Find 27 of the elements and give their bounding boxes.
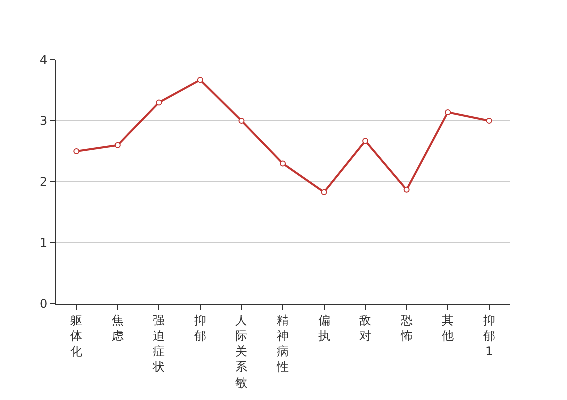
x-tick-label: 其他 <box>442 313 454 343</box>
y-tick-label: 0 <box>40 297 48 312</box>
point <box>486 118 492 124</box>
x-tick-label: 精神病性 <box>276 313 289 374</box>
point <box>156 100 162 106</box>
x-tick-label: 偏执 <box>318 313 330 343</box>
point <box>197 77 204 84</box>
point <box>74 148 80 154</box>
x-tick-label: 抑郁1 <box>483 313 496 359</box>
y-tick-label: 2 <box>40 175 48 190</box>
point <box>280 160 286 167</box>
point <box>404 186 410 193</box>
y-tick-label: 1 <box>40 236 48 250</box>
point <box>114 142 121 148</box>
point <box>362 138 369 144</box>
x-tick-label: 敌对 <box>360 313 372 343</box>
y-tick-label: 4 <box>40 53 48 68</box>
x-tick-label: 抑郁 <box>194 313 206 343</box>
point <box>238 118 245 124</box>
point <box>445 109 452 116</box>
x-tick-label: 强迫症状 <box>152 313 166 374</box>
point <box>321 189 328 196</box>
x-tick-label: 恐怖 <box>400 313 413 343</box>
x-tick-label: 焦虑 <box>112 313 124 343</box>
x-tick-label: 躯体化 <box>70 313 83 359</box>
y-tick-label: 3 <box>40 114 48 128</box>
x-tick-label: 人际关系敏 <box>236 313 248 390</box>
